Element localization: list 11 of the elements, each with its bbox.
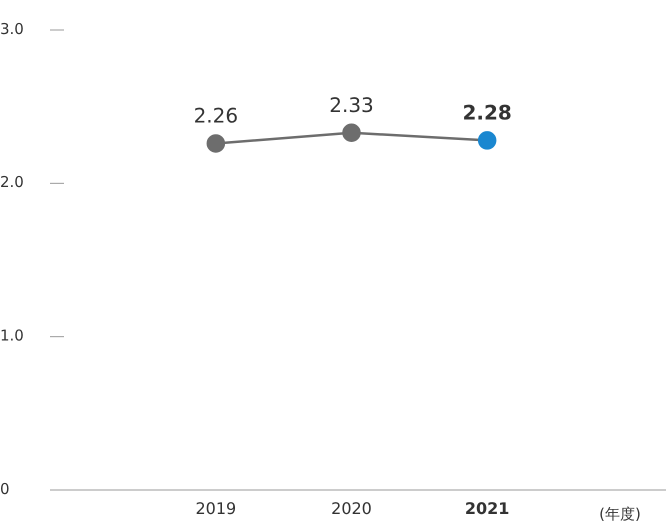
- y-tick-label: 3.0: [0, 20, 24, 38]
- data-label: 2.26: [194, 104, 238, 128]
- x-tick-label: 2020: [331, 498, 372, 518]
- x-tick-label: 2021: [464, 498, 510, 518]
- y-tick-label: 1.0: [0, 326, 24, 345]
- data-label: 2.33: [329, 92, 374, 117]
- data-label: 2.28: [462, 100, 512, 125]
- y-tick-label: 2.0: [0, 173, 24, 192]
- x-tick-label: 2019: [195, 498, 236, 518]
- y-tick-label: 0: [0, 480, 10, 498]
- x-axis-title: (年度): [599, 504, 641, 522]
